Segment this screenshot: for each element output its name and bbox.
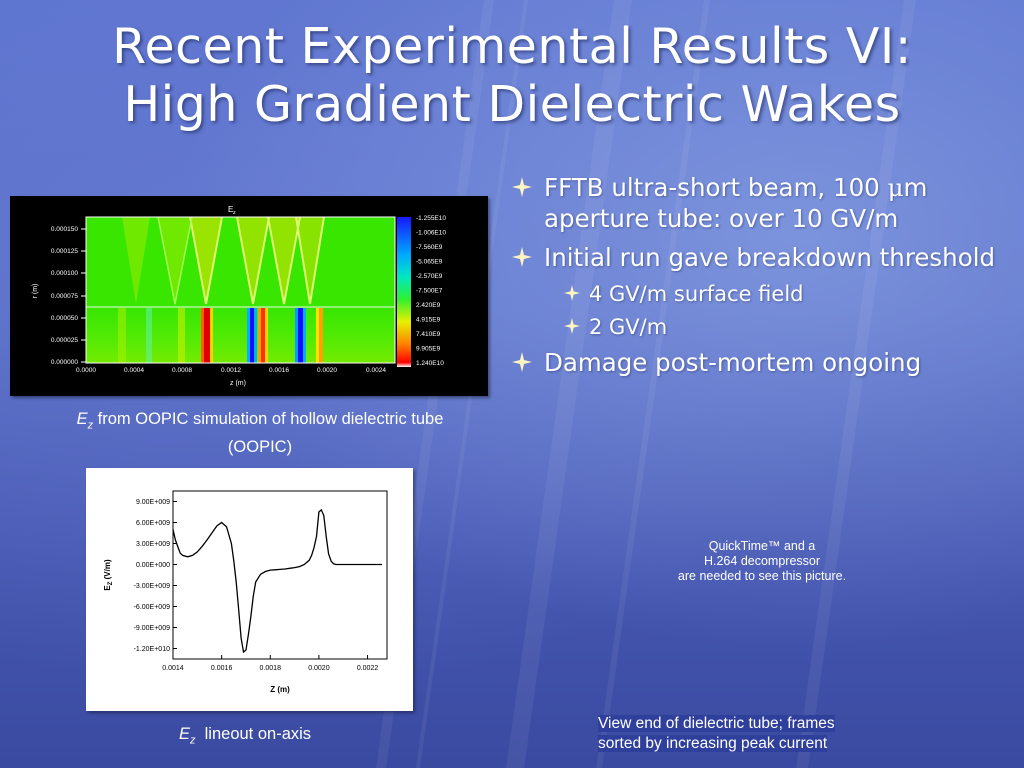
caption-text: lineout on-axis — [195, 725, 312, 743]
caption-e-subscript: z — [189, 734, 196, 747]
x-tick-label: 0.0020 — [308, 665, 330, 672]
svg-text:-1.006E10: -1.006E10 — [416, 230, 446, 237]
svg-text:1.240E10: 1.240E10 — [416, 360, 444, 367]
svg-text:z: z — [233, 210, 236, 216]
svg-text:-7.500E7: -7.500E7 — [416, 288, 443, 295]
caption-text: from OOPIC simulation of hollow dielectr… — [93, 410, 444, 457]
title-line-2: High Gradient Dielectric Wakes — [123, 76, 901, 133]
lineout-series-line — [172, 508, 383, 654]
y-tick-label: 3.00E+009 — [136, 541, 170, 548]
svg-text:9.905E9: 9.905E9 — [416, 346, 441, 353]
svg-text:-1.255E10: -1.255E10 — [416, 215, 446, 222]
slide-title: Recent Experimental Results VI: High Gra… — [0, 18, 1024, 134]
video-caption-line: View end of dielectric tube; frames — [598, 715, 835, 732]
x-tick-label: 0.0016 — [211, 665, 233, 672]
sparkle-bullet-icon — [564, 285, 580, 301]
svg-text:0.0012: 0.0012 — [221, 367, 241, 374]
bullet-item: FFTB ultra-short beam, 100 μm aperture t… — [512, 172, 1012, 234]
bullet-text: FFTB ultra-short beam, 100 — [544, 173, 888, 202]
svg-text:4.915E9: 4.915E9 — [416, 317, 441, 324]
lineout-chart: 9.00E+009 6.00E+009 3.00E+009 0.00E+000 -3.0… — [86, 468, 413, 711]
bullet-text: Damage post-mortem ongoing — [544, 348, 922, 377]
bullet-item: Damage post-mortem ongoing — [512, 347, 1012, 378]
svg-text:E: E — [228, 205, 233, 214]
mu-symbol: μ — [887, 173, 904, 202]
sim-colorbar — [397, 217, 411, 367]
video-caption-line: sorted by increasing peak current — [598, 735, 828, 752]
x-tick-label: 0.0018 — [260, 665, 282, 672]
svg-text:0.000100: 0.000100 — [51, 270, 78, 277]
sparkle-bullet-icon — [512, 247, 532, 267]
lineout-caption: Ez lineout on-axis — [120, 723, 370, 751]
x-tick-label: 0.0022 — [357, 665, 379, 672]
svg-text:0.0020: 0.0020 — [317, 367, 337, 374]
quicktime-text: H.264 decompressor — [703, 554, 821, 568]
y-tick-label: 0.00E+000 — [136, 562, 170, 569]
bullet-text: Initial run gave breakdown threshold — [544, 243, 996, 272]
sparkle-bullet-icon — [512, 177, 532, 197]
sparkle-bullet-icon — [564, 318, 580, 334]
bullet-text: 2 GV/m — [589, 315, 668, 339]
svg-text:0.000150: 0.000150 — [51, 226, 78, 233]
y-tick-label: 6.00E+009 — [136, 520, 170, 527]
sparkle-bullet-icon — [512, 352, 532, 372]
svg-text:0.0024: 0.0024 — [366, 367, 386, 374]
svg-text:0.0016: 0.0016 — [269, 367, 289, 374]
quicktime-text: are needed to see this picture. — [677, 569, 847, 583]
svg-text:2.420E9: 2.420E9 — [416, 302, 441, 309]
lineout-y-label: EZ (V/m) — [103, 559, 114, 591]
lineout-plot-area — [172, 490, 388, 660]
svg-text:0.000000: 0.000000 — [51, 359, 78, 366]
sim-colorbar-labels: -1.255E10 -1.006E10 -7.560E9 -5.065E9 -2… — [416, 215, 446, 367]
sim-x-ticks: 0.0000 0.0004 0.0008 0.0012 0.0016 0.002… — [76, 367, 386, 374]
sub-bullet-item: 4 GV/m surface field — [512, 281, 1012, 308]
svg-text:-7.560E9: -7.560E9 — [416, 244, 443, 251]
title-line-1: Recent Experimental Results VI: — [112, 18, 912, 75]
svg-text:-5.065E9: -5.065E9 — [416, 259, 443, 266]
x-tick-label: 0.0014 — [162, 665, 184, 672]
quicktime-placeholder[interactable]: QuickTime™ and a H.264 decompressor are … — [600, 539, 924, 584]
sim-y-label: r (m) — [32, 284, 39, 299]
svg-text:7.410E9: 7.410E9 — [416, 331, 441, 338]
sub-bullet-item: 2 GV/m — [512, 314, 1012, 341]
svg-text:0.0000: 0.0000 — [76, 367, 96, 374]
svg-text:0.000025: 0.000025 — [51, 337, 78, 344]
caption-e-symbol: E — [178, 725, 190, 743]
bullet-item: Initial run gave breakdown threshold — [512, 242, 1012, 273]
y-tick-label: -9.00E+009 — [134, 625, 170, 632]
y-tick-label: -1.20E+010 — [134, 646, 170, 653]
caption-e-symbol: E — [76, 410, 88, 428]
svg-text:-2.570E9: -2.570E9 — [416, 273, 443, 280]
svg-text:0.000075: 0.000075 — [51, 293, 78, 300]
y-tick-label: -3.00E+009 — [134, 583, 170, 590]
lineout-x-label: Z (m) — [270, 685, 290, 694]
bullet-text: 4 GV/m surface field — [589, 282, 804, 306]
sim-y-ticks: 0.000150 0.000125 0.000100 0.000075 0.00… — [51, 226, 78, 366]
bullet-text: m aperture tube: over 10 GV/m — [544, 173, 928, 233]
caption-e-subscript: z — [87, 419, 94, 432]
quicktime-text: QuickTime™ and a — [708, 539, 816, 553]
svg-text:0.0004: 0.0004 — [124, 367, 144, 374]
y-tick-label: -6.00E+009 — [134, 604, 170, 611]
sim-title: E z — [228, 205, 236, 216]
video-caption: View end of dielectric tube; frames sort… — [598, 714, 918, 754]
sim-x-label: z (m) — [230, 380, 246, 387]
y-tick-label: 9.00E+009 — [136, 499, 170, 506]
bullet-list: FFTB ultra-short beam, 100 μm aperture t… — [512, 172, 1012, 386]
sim-caption: Ez from OOPIC simulation of hollow diele… — [48, 408, 472, 458]
oopic-simulation-image: E z — [10, 196, 488, 396]
svg-text:0.0008: 0.0008 — [172, 367, 192, 374]
svg-text:EZ (V/m): EZ (V/m) — [103, 559, 114, 591]
svg-text:0.000050: 0.000050 — [51, 315, 78, 322]
svg-text:0.000125: 0.000125 — [51, 248, 78, 255]
